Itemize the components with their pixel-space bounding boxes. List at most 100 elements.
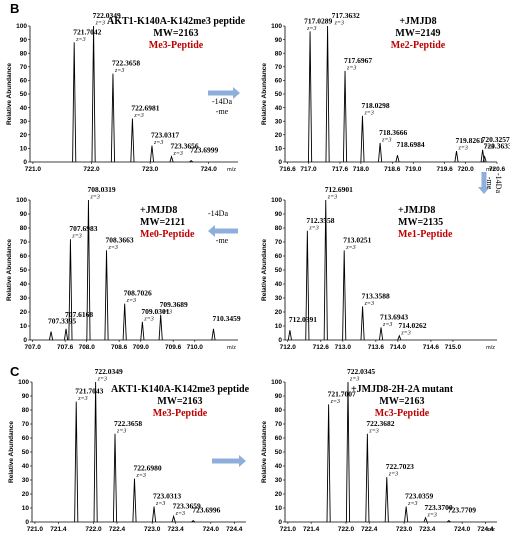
peak-mz-label: 714.0262 bbox=[398, 321, 426, 330]
peak-mz-label: 723.6999 bbox=[190, 146, 218, 155]
spectrum-peak bbox=[454, 151, 459, 163]
peak-mz-label: 723.3656 bbox=[171, 142, 199, 151]
y-axis-label: Relative Abundance bbox=[261, 63, 268, 125]
peak-charge-label: z=3 bbox=[363, 110, 373, 116]
x-tick-label: 707.0 bbox=[25, 344, 42, 351]
peak-charge-label: z=3 bbox=[345, 245, 355, 251]
x-tick-label: 722.4 bbox=[361, 526, 378, 533]
x-tick-label: 713.6 bbox=[368, 344, 385, 351]
arrow-label: -me bbox=[216, 236, 229, 245]
y-tick-label: 20 bbox=[20, 309, 28, 316]
peak-charge-label: z=3 bbox=[175, 511, 185, 517]
arrow-label: -me bbox=[216, 107, 229, 116]
peak-mz-label: 710.3459 bbox=[212, 314, 240, 323]
spectrum-peak bbox=[308, 31, 313, 163]
peak-mz-label: 718.0298 bbox=[361, 101, 389, 110]
arrow-label: -14Da bbox=[208, 209, 228, 218]
peptide-info-line: AKT1-K140A-K142me3 peptide bbox=[111, 384, 250, 395]
peak-mz-label: 722.3682 bbox=[366, 419, 394, 428]
peptide-state-label: Me1-Peptide bbox=[398, 229, 453, 240]
peak-mz-label: 723.0313 bbox=[153, 492, 181, 501]
peak-mz-label: 718.3666 bbox=[379, 128, 407, 137]
y-tick-label: 40 bbox=[275, 281, 283, 288]
spectrum-peak bbox=[63, 328, 69, 341]
peak-charge-label: z=3 bbox=[126, 298, 136, 304]
y-tick-label: 40 bbox=[275, 463, 283, 470]
spectrum-peak bbox=[132, 478, 137, 523]
spectrum-peak bbox=[130, 118, 135, 163]
y-axis-label: Relative Abundance bbox=[6, 239, 13, 301]
y-tick-label: 70 bbox=[20, 239, 28, 246]
spectrum-peak bbox=[149, 145, 155, 163]
y-tick-label: 40 bbox=[20, 281, 28, 288]
peak-mz-label: 708.0319 bbox=[87, 185, 115, 194]
peak-charge-label: z=3 bbox=[71, 234, 81, 240]
x-tick-label: 710.0 bbox=[187, 344, 204, 351]
spectrum-peak bbox=[323, 199, 328, 341]
x-tick-label: 709.0 bbox=[133, 344, 150, 351]
x-tick-label: 721.4 bbox=[303, 526, 320, 533]
y-tick-label: 70 bbox=[275, 64, 283, 71]
y-tick-label: 60 bbox=[20, 78, 28, 85]
spectrum-peak bbox=[86, 199, 91, 341]
y-tick-label: 30 bbox=[275, 477, 283, 484]
spectrum-peak bbox=[169, 154, 174, 163]
y-tick-label: 0 bbox=[278, 159, 282, 166]
peak-mz-label: 723.0317 bbox=[151, 131, 179, 140]
peak-mz-label: 722.7023 bbox=[386, 462, 414, 471]
peak-mz-label: 720.3257 bbox=[482, 135, 510, 144]
spectrum-peak bbox=[171, 514, 176, 523]
spectrum-peak bbox=[122, 303, 127, 341]
peak-charge-label: z=3 bbox=[75, 37, 85, 43]
peak-mz-label: 713.3588 bbox=[362, 291, 390, 300]
spectrum-peak bbox=[365, 433, 370, 523]
peak-mz-label: 708.3663 bbox=[106, 235, 134, 244]
x-tick-label: 718.0 bbox=[353, 166, 370, 173]
peak-charge-label: z=3 bbox=[155, 501, 165, 507]
peak-mz-label: 721.7007 bbox=[328, 389, 356, 398]
x-tick-label: 709.6 bbox=[165, 344, 182, 351]
peak-charge-label: z=3 bbox=[108, 245, 118, 251]
x-tick-label: 708.0 bbox=[79, 344, 96, 351]
peak-mz-label: 722.3658 bbox=[112, 59, 140, 68]
y-tick-label: 100 bbox=[271, 379, 282, 386]
y-tick-label: 0 bbox=[278, 519, 282, 526]
peak-charge-label: z=3 bbox=[308, 225, 318, 231]
peak-mz-label: 723.0359 bbox=[405, 492, 433, 501]
spectrum-peak bbox=[378, 142, 383, 163]
y-tick-label: 70 bbox=[275, 239, 283, 246]
peak-mz-label: 713.0251 bbox=[343, 235, 371, 244]
spectrum-peak bbox=[404, 506, 409, 523]
y-tick-label: 50 bbox=[275, 91, 283, 98]
peak-mz-label: 709.3689 bbox=[160, 300, 188, 309]
y-tick-label: 90 bbox=[22, 393, 30, 400]
peak-charge-label: z=3 bbox=[382, 322, 392, 328]
peak-charge-label: z=3 bbox=[133, 113, 143, 119]
peak-charge-label: z=3 bbox=[381, 137, 391, 143]
peak-mz-label: 723.3700 bbox=[425, 503, 453, 512]
x-tick-label: 723.4 bbox=[168, 526, 185, 533]
y-tick-label: 30 bbox=[20, 295, 28, 302]
x-tick-label: 724.4 bbox=[226, 526, 243, 533]
peak-mz-label: 718.6984 bbox=[396, 140, 424, 149]
arrow-shape bbox=[212, 455, 246, 467]
peptide-info-line: +JMJD8 bbox=[398, 205, 435, 216]
y-tick-label: 60 bbox=[20, 253, 28, 260]
panel-letter-c: C bbox=[10, 364, 20, 379]
y-tick-label: 10 bbox=[275, 505, 283, 512]
x-axis-unit: m/z bbox=[486, 167, 495, 173]
spectrum-peak bbox=[397, 334, 402, 341]
peak-mz-label: 712.6901 bbox=[325, 185, 353, 194]
y-tick-label: 50 bbox=[20, 267, 28, 274]
peak-charge-label: z=3 bbox=[407, 501, 417, 507]
x-axis-unit: m/z bbox=[227, 167, 236, 173]
x-tick-label: 716.6 bbox=[279, 166, 296, 173]
peptide-info-line: AKT1-K140A-K142me3 peptide bbox=[107, 16, 246, 27]
spectrum-panel-c1: 0 10 20 30 40 50 60 70 80 90 100 721.0 721.4 722.0 722… bbox=[8, 367, 250, 533]
spectrum-peak bbox=[480, 149, 485, 163]
peak-mz-label: 722.3658 bbox=[114, 419, 142, 428]
x-tick-label: 722.0 bbox=[338, 526, 355, 533]
x-tick-label: 714.6 bbox=[423, 344, 440, 351]
y-tick-label: 100 bbox=[16, 197, 27, 204]
spectrum-peak bbox=[104, 250, 109, 341]
